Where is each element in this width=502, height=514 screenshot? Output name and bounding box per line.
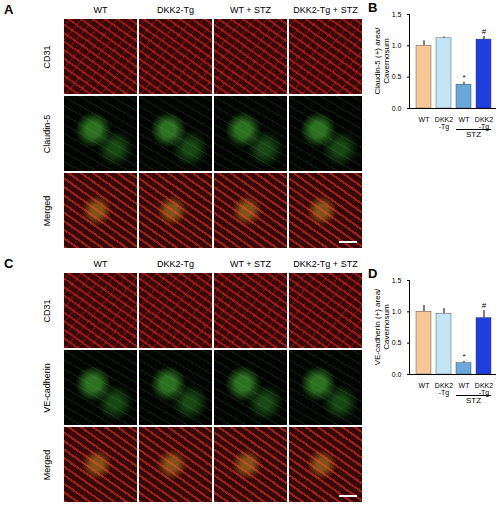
html-text:-Tg: -Tg (478, 389, 490, 397)
html-text:DKK2-Tg + STZ: DKK2-Tg + STZ (293, 259, 358, 269)
html-text:VE-cadherin (+) area/ Cavernos: VE-cadherin (+) area/ Cavernosum (373, 288, 391, 366)
html-text:STZ: STZ (465, 130, 481, 139)
svg-text:WT: WT (459, 116, 471, 123)
svg-text:DKK2-Tg: DKK2-Tg (435, 116, 453, 131)
svg-text:1.5: 1.5 (392, 277, 402, 284)
svg-text:0.0: 0.0 (392, 105, 402, 112)
html-text:CD31: CD31 (42, 299, 52, 322)
html-text:DKK2-Tg + STZ: DKK2-Tg + STZ (293, 5, 358, 15)
svg-text:0.5: 0.5 (392, 73, 402, 80)
html-text:CD31: CD31 (42, 45, 52, 68)
html-text:-Tg: -Tg (478, 123, 490, 131)
svg-text:0.5: 0.5 (392, 339, 402, 346)
svg-text:1.0: 1.0 (392, 308, 402, 315)
svg-text:WT: WT (419, 116, 431, 123)
svg-text:#: # (482, 27, 487, 36)
svg-text:*: * (462, 73, 465, 82)
html-text:STZ: STZ (465, 396, 481, 405)
html-text:B: B (368, 0, 378, 15)
svg-text:WT: WT (419, 382, 431, 389)
html-text:DKK2-Tg: DKK2-Tg (157, 259, 194, 269)
html-text:Claudin-5: Claudin-5 (42, 114, 52, 153)
html-text:Merged: Merged (42, 449, 52, 480)
html-text:C: C (4, 256, 14, 271)
html-text:Claudin-5 (+) area/ Cavernosum: Claudin-5 (+) area/ Cavernosum (373, 27, 391, 95)
svg-text:1.5: 1.5 (392, 11, 402, 18)
html-text:D: D (368, 266, 378, 281)
html-text:WT: WT (93, 5, 108, 15)
svg-text:WT: WT (459, 382, 471, 389)
svg-text:1.0: 1.0 (392, 42, 402, 49)
html-text:WT + STZ: WT + STZ (230, 259, 271, 269)
html-text:VE-cadherin: VE-cadherin (42, 362, 52, 413)
svg-text:0.0: 0.0 (392, 371, 402, 378)
html-text:WT + STZ: WT + STZ (230, 5, 271, 15)
html-text:WT: WT (93, 259, 108, 269)
html-text:DKK2: DKK2 (474, 116, 494, 124)
html-text:A: A (4, 2, 14, 17)
svg-text:*: * (462, 352, 465, 361)
html-text:Merged: Merged (42, 195, 52, 226)
html-text:DKK2-Tg: DKK2-Tg (157, 5, 194, 15)
svg-text:DKK2-Tg: DKK2-Tg (435, 382, 453, 397)
svg-text:#: # (482, 301, 487, 310)
html-text:DKK2: DKK2 (474, 382, 494, 390)
